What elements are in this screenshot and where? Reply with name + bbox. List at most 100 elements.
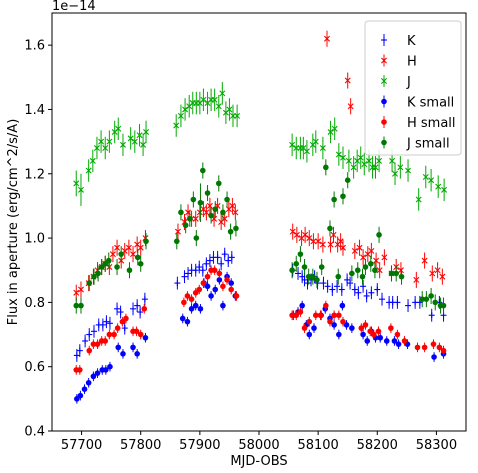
data-point (373, 252, 380, 269)
data-point (76, 344, 83, 358)
data-point (77, 173, 84, 206)
x-tick-label: 58000 (238, 438, 279, 453)
x-tick-label: 58200 (357, 438, 398, 453)
data-point (392, 162, 399, 186)
data-point (318, 258, 325, 276)
data-point (188, 303, 195, 314)
data-point (432, 294, 439, 311)
y-tick-label: 1.2 (24, 167, 45, 182)
data-point (137, 305, 144, 319)
data-point (368, 286, 375, 300)
data-point (114, 323, 121, 333)
data-point (130, 302, 137, 316)
data-point (131, 130, 138, 153)
y-tick-label: 0.6 (24, 360, 45, 375)
data-point (103, 365, 109, 375)
data-point (190, 191, 197, 208)
data-point (395, 339, 402, 350)
data-point (401, 336, 408, 346)
x-tick-label: 57900 (179, 438, 220, 453)
data-point (199, 263, 206, 277)
data-point (360, 249, 367, 266)
data-point (184, 316, 191, 327)
data-point (208, 207, 214, 224)
x-tick-label: 57800 (120, 438, 161, 453)
data-point (130, 342, 136, 353)
data-point (214, 250, 221, 264)
data-point (189, 91, 196, 115)
data-point (174, 276, 181, 290)
data-point (184, 291, 191, 301)
data-point (111, 329, 117, 340)
data-point (233, 220, 239, 237)
data-point (440, 297, 447, 314)
data-point (377, 332, 384, 343)
data-point (324, 279, 331, 293)
data-point (137, 239, 144, 256)
data-point (374, 283, 381, 296)
data-point (335, 143, 342, 166)
data-point (428, 287, 434, 304)
data-point (330, 226, 337, 243)
legend-entry: H small (381, 116, 456, 131)
data-point (218, 257, 225, 271)
data-point (226, 98, 233, 121)
data-point (340, 188, 346, 205)
data-point (233, 291, 240, 301)
legend-box (364, 20, 462, 156)
data-point (120, 349, 126, 359)
data-point (336, 329, 342, 340)
data-point (334, 279, 341, 293)
data-point (312, 310, 319, 321)
data-point (349, 265, 355, 282)
data-point (440, 345, 447, 356)
data-point (193, 91, 200, 115)
data-point (85, 377, 92, 388)
data-point (376, 226, 382, 243)
data-point (362, 258, 369, 276)
data-point (310, 233, 317, 250)
data-point (367, 326, 373, 337)
data-point (115, 342, 122, 353)
data-point (327, 120, 334, 144)
data-point (109, 246, 116, 263)
data-point (220, 204, 226, 221)
x-axis-ticks: 57700 57800 57900 58000 58100 58200 58300 (61, 431, 457, 453)
data-point (119, 316, 126, 327)
data-point (93, 136, 100, 160)
data-point (327, 316, 333, 327)
data-point (181, 297, 187, 308)
data-point (212, 201, 219, 218)
data-point (340, 316, 346, 327)
data-point (206, 254, 213, 268)
data-point (137, 329, 144, 340)
data-point (204, 185, 211, 202)
data-point (379, 292, 386, 306)
data-point (224, 275, 230, 285)
data-point (289, 133, 296, 157)
data-point (196, 91, 203, 115)
data-point (311, 323, 317, 333)
data-point (73, 170, 80, 197)
data-point (203, 204, 210, 221)
data-point (317, 310, 324, 321)
data-point (293, 255, 300, 272)
data-point (115, 117, 122, 141)
data-point (90, 339, 97, 350)
series-k (73, 247, 447, 362)
data-point (212, 284, 219, 295)
data-point (220, 281, 226, 292)
data-point (134, 299, 141, 313)
data-point (127, 127, 134, 150)
series-j (73, 82, 448, 211)
data-point (192, 263, 199, 277)
data-point (82, 334, 89, 348)
data-point (206, 197, 213, 214)
data-point (220, 300, 226, 311)
data-point (185, 267, 192, 280)
data-point (297, 136, 304, 160)
data-point (289, 310, 295, 321)
data-point (306, 316, 313, 327)
data-point (211, 88, 218, 112)
